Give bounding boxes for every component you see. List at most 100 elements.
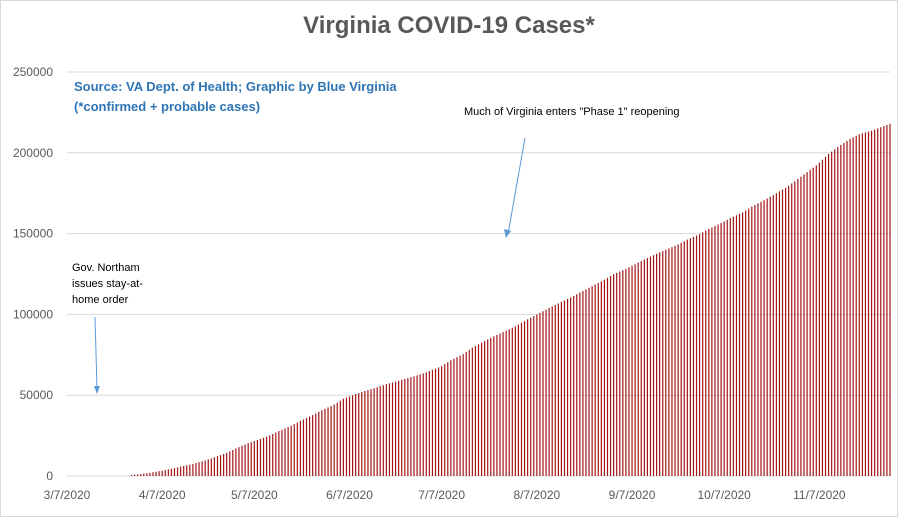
bar xyxy=(883,126,885,476)
bar xyxy=(315,413,317,476)
bar xyxy=(742,212,744,476)
bar xyxy=(818,162,820,477)
bar xyxy=(210,458,212,476)
bar xyxy=(864,132,867,476)
bar xyxy=(226,452,228,476)
bar xyxy=(499,333,501,476)
bar xyxy=(631,265,633,476)
bar xyxy=(784,187,787,476)
bar xyxy=(158,471,160,476)
bar xyxy=(213,457,215,476)
bar xyxy=(585,289,587,476)
bar xyxy=(167,469,169,476)
bar-series xyxy=(130,123,891,477)
phase1-arrow xyxy=(507,137,526,235)
bar xyxy=(269,435,271,476)
y-tick-label: 100000 xyxy=(13,307,53,321)
bar xyxy=(382,385,384,476)
bar xyxy=(376,387,378,476)
bar xyxy=(656,253,658,476)
bar xyxy=(600,281,602,476)
source-note: Source: VA Dept. of Health; Graphic by B… xyxy=(74,77,397,117)
bar xyxy=(416,375,418,476)
bar xyxy=(348,396,351,476)
bar xyxy=(729,218,731,476)
bar xyxy=(241,445,243,476)
bar xyxy=(388,383,391,476)
bar xyxy=(545,309,547,476)
bar xyxy=(358,393,360,476)
bar xyxy=(484,340,486,476)
bar xyxy=(176,467,179,476)
northam-annotation: Gov. Northam issues stay-at-home order xyxy=(72,262,143,306)
bar xyxy=(272,433,274,476)
bar xyxy=(677,244,679,476)
bar xyxy=(192,463,194,476)
bar xyxy=(502,332,504,476)
bar xyxy=(373,388,375,476)
bar xyxy=(588,287,590,476)
bar xyxy=(361,392,363,476)
bar xyxy=(201,461,203,476)
bar xyxy=(278,431,280,476)
phase1-arrowhead xyxy=(504,229,511,238)
bar xyxy=(613,274,615,476)
bar xyxy=(662,251,664,476)
bar xyxy=(146,473,148,476)
bar xyxy=(244,444,246,476)
bar xyxy=(870,130,873,476)
bar xyxy=(646,258,648,476)
bar xyxy=(287,427,289,476)
bar xyxy=(367,390,369,476)
bar xyxy=(133,474,136,476)
gridlines xyxy=(67,71,890,477)
bar xyxy=(511,327,513,476)
bar xyxy=(447,362,449,476)
bar xyxy=(837,146,839,477)
bar xyxy=(579,292,581,476)
bar xyxy=(318,411,320,476)
bar xyxy=(456,357,458,476)
bar xyxy=(772,194,774,477)
bar xyxy=(834,149,836,477)
bar xyxy=(803,174,805,476)
bar xyxy=(557,303,559,476)
bar xyxy=(508,329,510,476)
bar xyxy=(474,345,477,476)
bar xyxy=(551,306,553,476)
bar xyxy=(342,398,344,476)
x-tick-label: 4/7/2020 xyxy=(139,488,186,502)
bar xyxy=(345,397,348,476)
bar xyxy=(480,342,483,476)
bar xyxy=(858,134,860,476)
bar xyxy=(312,415,314,476)
bar xyxy=(686,239,688,476)
bar xyxy=(370,389,372,476)
y-tick-label: 50000 xyxy=(20,388,54,402)
bar xyxy=(514,326,516,476)
bar xyxy=(413,376,415,476)
bar xyxy=(594,284,596,476)
bar xyxy=(794,181,796,477)
bar xyxy=(155,471,157,476)
bar xyxy=(705,230,707,476)
bar xyxy=(573,295,575,476)
bar xyxy=(720,223,722,476)
bar xyxy=(702,232,704,476)
bar xyxy=(659,252,661,476)
y-tick-label: 150000 xyxy=(13,227,53,241)
bar xyxy=(490,337,492,476)
bar xyxy=(570,297,572,476)
bar xyxy=(692,236,695,476)
bar xyxy=(597,283,599,476)
bar xyxy=(668,248,670,476)
bar xyxy=(809,169,811,476)
bar xyxy=(726,219,728,476)
bar xyxy=(379,386,381,476)
bar xyxy=(689,238,691,476)
bar xyxy=(665,249,667,476)
chart-title: Virginia COVID-19 Cases* xyxy=(303,12,595,39)
bar xyxy=(505,330,507,476)
bar xyxy=(769,196,771,476)
bar xyxy=(262,437,265,476)
